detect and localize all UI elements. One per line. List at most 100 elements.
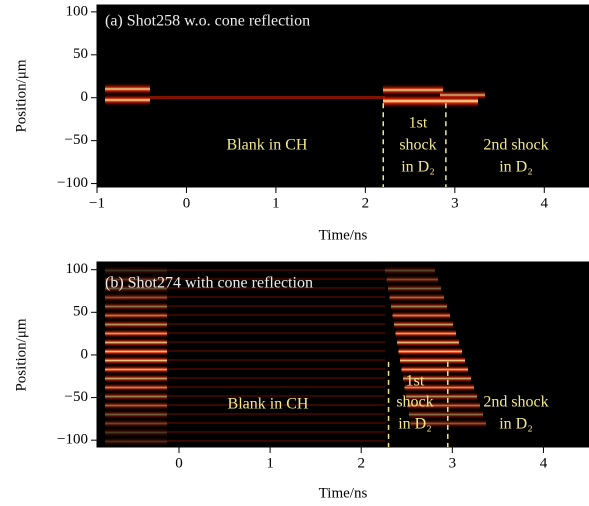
streak <box>388 284 441 293</box>
streak <box>105 365 167 374</box>
streak <box>401 365 468 374</box>
streak <box>105 266 167 275</box>
streak <box>105 347 167 356</box>
streak <box>407 401 480 410</box>
streak <box>391 302 447 311</box>
streak <box>167 440 385 442</box>
streak <box>167 296 385 298</box>
streak <box>105 392 167 401</box>
streak <box>105 338 167 347</box>
annotation: shock <box>396 394 433 411</box>
streak <box>105 311 167 320</box>
annotation: 2nd shock <box>483 394 548 411</box>
streak <box>105 293 167 302</box>
y-tick-label: −50 <box>65 389 88 405</box>
streak <box>167 278 385 280</box>
streak <box>409 410 483 419</box>
streak <box>383 84 443 96</box>
y-tick-label: 50 <box>73 304 88 320</box>
streak <box>167 431 385 433</box>
annotation: 1st <box>409 115 428 132</box>
x-tick-label: 1 <box>272 195 280 211</box>
y-tick-label: −50 <box>65 132 88 148</box>
y-axis-label: Position/μm <box>13 59 29 132</box>
streak <box>385 266 435 275</box>
streak <box>105 428 167 437</box>
y-tick-label: 100 <box>66 3 89 19</box>
streak <box>392 311 450 320</box>
streak <box>167 359 385 361</box>
x-axis-label: Time/ns <box>319 227 368 243</box>
annotation: shock <box>399 137 436 154</box>
x-tick-label: 4 <box>540 455 548 471</box>
streak <box>150 96 385 99</box>
streak <box>105 94 150 106</box>
annotation: 2nd shock <box>483 137 548 154</box>
x-tick-label: 0 <box>175 455 183 471</box>
streak <box>105 284 167 293</box>
streak <box>167 413 385 415</box>
y-tick-label: 50 <box>73 46 88 62</box>
streak <box>105 320 167 329</box>
annotation: in D₂ <box>499 416 533 433</box>
streak <box>397 338 459 347</box>
x-tick-label: 1 <box>266 455 274 471</box>
y-tick-label: −100 <box>57 175 88 191</box>
x-tick-label: 3 <box>451 195 459 211</box>
annotation: in D₂ <box>401 159 435 176</box>
annotation: in D₂ <box>499 159 533 176</box>
streak <box>105 401 167 410</box>
x-tick-label: −1 <box>89 195 105 211</box>
annotation: Blank in CH <box>227 137 308 154</box>
streak <box>386 275 438 284</box>
streak <box>167 350 385 352</box>
streak <box>105 329 167 338</box>
streak <box>105 419 167 428</box>
streak <box>167 368 385 370</box>
streak <box>394 320 453 329</box>
streak <box>167 305 385 307</box>
x-tick-label: 3 <box>449 455 457 471</box>
streak <box>105 437 167 446</box>
streak <box>389 293 444 302</box>
annotation: Blank in CH <box>228 396 309 413</box>
annotation: in D₂ <box>398 416 432 433</box>
y-tick-label: −100 <box>57 432 88 448</box>
x-tick-label: 2 <box>362 195 370 211</box>
x-tick-label: 4 <box>541 195 549 211</box>
streak <box>410 419 486 428</box>
streak <box>105 383 167 392</box>
streak <box>167 386 385 388</box>
streak <box>395 329 456 338</box>
streak <box>105 410 167 419</box>
streak <box>105 374 167 383</box>
streak-image <box>105 83 486 446</box>
streak <box>403 374 471 383</box>
panel-label: (b) Shot274 with cone reflection <box>105 275 313 292</box>
x-tick-label: 2 <box>357 455 365 471</box>
panel-b-bg <box>97 262 589 447</box>
streak <box>167 422 385 424</box>
panel-label: (a) Shot258 w.o. cone reflection <box>105 13 310 30</box>
streak <box>167 314 385 316</box>
streak <box>105 83 150 95</box>
streak <box>167 332 385 334</box>
streak <box>105 275 167 284</box>
streak <box>167 269 385 271</box>
streak <box>105 356 167 365</box>
y-tick-label: 100 <box>66 261 89 277</box>
streak <box>400 356 465 365</box>
streak <box>167 377 385 379</box>
streak <box>167 323 385 325</box>
annotation: 1st <box>406 373 425 390</box>
streak <box>398 347 462 356</box>
streak <box>167 395 385 397</box>
x-axis-label: Time/ns <box>319 485 368 501</box>
y-tick-label: 0 <box>81 346 89 362</box>
streak <box>167 404 385 406</box>
streak <box>406 392 477 401</box>
streak <box>167 341 385 343</box>
streak <box>105 302 167 311</box>
axes-frame <box>96 4 589 188</box>
